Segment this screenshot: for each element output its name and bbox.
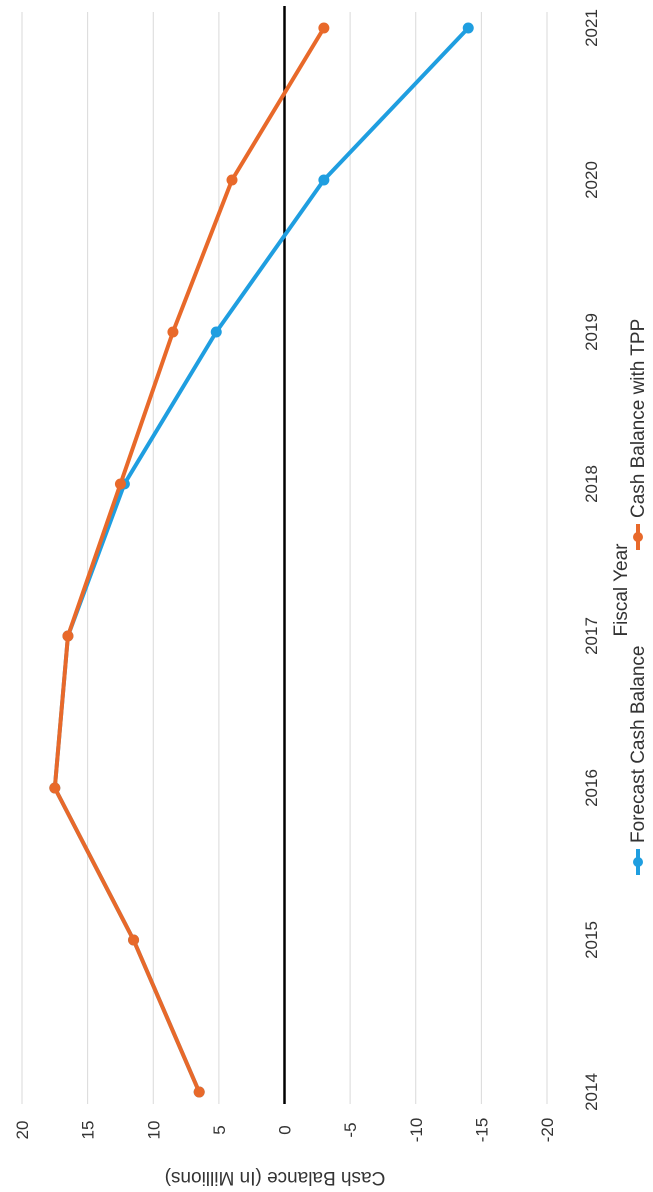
grid-lines: [21, 6, 548, 1104]
legend-swatch-marker: [633, 857, 643, 867]
y-tick-label: 0: [276, 1125, 295, 1134]
data-point: [114, 478, 126, 490]
y-tick-labels: 20 15 10 5 0 -5 -10 -15 -20: [13, 1118, 557, 1143]
y-tick-label: -20: [538, 1118, 557, 1143]
data-point: [318, 22, 330, 34]
y-axis-title: Cash Balance (In Millions): [165, 1167, 386, 1188]
x-tick-labels: 2014 2015 2016 2017 2018 2019 2020 2021: [582, 9, 601, 1111]
x-tick-label: 2015: [582, 921, 601, 959]
x-tick-label: 2021: [582, 9, 601, 47]
y-tick-label: 20: [13, 1121, 32, 1140]
legend-label: Cash Balance with TPP: [628, 319, 649, 518]
data-point: [49, 782, 61, 794]
y-tick-label: 10: [144, 1121, 163, 1140]
data-point: [318, 174, 330, 186]
data-point: [128, 934, 140, 946]
x-tick-label: 2016: [582, 769, 601, 807]
series-line: [52, 26, 326, 1094]
y-tick-label: -15: [472, 1118, 491, 1143]
data-point: [226, 174, 238, 186]
data-point: [167, 326, 179, 338]
x-axis-title: Fiscal Year: [611, 543, 632, 637]
data-point: [62, 630, 74, 642]
y-tick-label: -5: [341, 1122, 360, 1137]
y-tick-label: -10: [407, 1118, 426, 1143]
y-tick-label: 15: [79, 1121, 98, 1140]
data-point: [210, 326, 222, 338]
legend: Forecast Cash Balance Cash Balance with T…: [628, 319, 649, 875]
x-tick-label: 2018: [582, 465, 601, 503]
series-layer: [49, 22, 474, 1098]
x-tick-label: 2019: [582, 313, 601, 351]
legend-label: Forecast Cash Balance: [628, 646, 649, 844]
y-tick-label: 5: [210, 1125, 229, 1134]
x-tick-label: 2017: [582, 617, 601, 655]
x-tick-label: 2014: [582, 1073, 601, 1111]
data-point: [462, 22, 474, 34]
series-line: [52, 26, 471, 1094]
x-tick-label: 2020: [582, 161, 601, 199]
data-point: [193, 1086, 205, 1098]
legend-swatch-marker: [633, 532, 643, 542]
